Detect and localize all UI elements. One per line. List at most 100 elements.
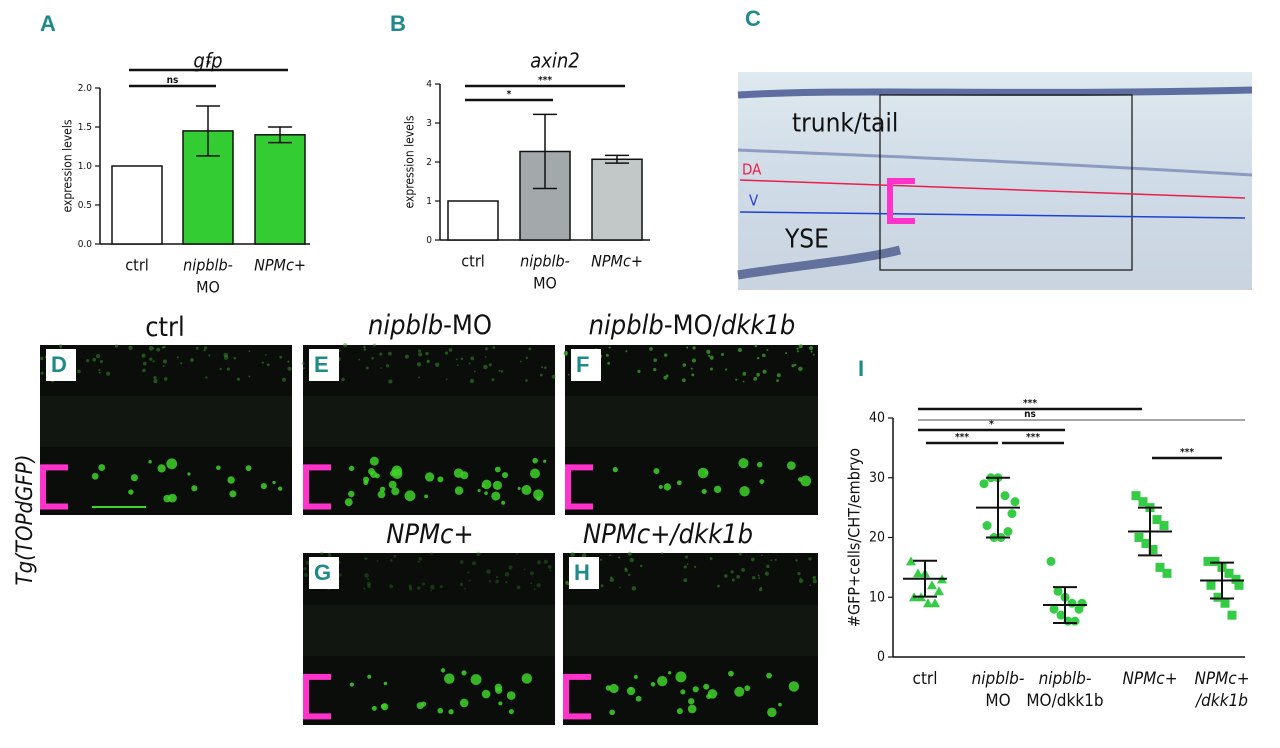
gfp-cell bbox=[667, 671, 672, 675]
point bbox=[1003, 527, 1013, 537]
gfp-cell bbox=[349, 682, 354, 687]
signal bbox=[142, 361, 147, 366]
x-tick-label: nipblb- bbox=[972, 669, 1025, 689]
signal bbox=[489, 579, 492, 583]
signal bbox=[525, 356, 529, 360]
signal bbox=[808, 557, 812, 561]
panel-title: nipblb-MO/dkk1b bbox=[589, 310, 796, 341]
point bbox=[1148, 544, 1158, 554]
error-bar bbox=[196, 105, 220, 157]
panel-title: NPMc+/dkk1b bbox=[583, 519, 753, 550]
signal bbox=[327, 553, 332, 558]
gfp-cell bbox=[701, 488, 707, 495]
signal bbox=[418, 352, 423, 357]
bar bbox=[254, 134, 306, 245]
panel-letter: I bbox=[858, 356, 864, 381]
signal bbox=[328, 552, 331, 555]
signal bbox=[691, 358, 696, 363]
gfp-cell bbox=[767, 707, 777, 718]
gfp-cell bbox=[391, 468, 403, 480]
signal bbox=[486, 569, 491, 574]
point bbox=[1053, 586, 1063, 596]
point bbox=[1007, 509, 1017, 519]
signal bbox=[766, 349, 769, 351]
signal bbox=[685, 555, 689, 559]
signal bbox=[735, 378, 738, 381]
gfp-cell bbox=[734, 686, 745, 697]
signal bbox=[495, 579, 499, 584]
text-part: nipblb bbox=[589, 310, 664, 341]
signal bbox=[809, 584, 812, 587]
signal bbox=[798, 344, 803, 349]
significance-label: * bbox=[989, 419, 994, 430]
point bbox=[1046, 556, 1056, 566]
bar bbox=[591, 158, 643, 241]
signal bbox=[208, 354, 211, 357]
signal bbox=[408, 587, 413, 591]
gfp-cell bbox=[759, 479, 765, 485]
x-tick-label: MO bbox=[196, 278, 220, 297]
point bbox=[1152, 515, 1162, 525]
tissue bbox=[737, 245, 902, 280]
x-tick-label: ctrl bbox=[913, 669, 938, 689]
signal bbox=[190, 358, 194, 362]
signal bbox=[762, 353, 766, 358]
signal bbox=[681, 378, 686, 383]
signal bbox=[797, 571, 801, 576]
y-tick-label: 10 bbox=[869, 589, 885, 605]
letter-box bbox=[309, 557, 339, 589]
signal bbox=[686, 346, 689, 349]
gfp-cell bbox=[157, 464, 166, 473]
gfp-cell bbox=[521, 484, 532, 495]
panel-letter: F bbox=[576, 352, 589, 377]
gfp-cell bbox=[461, 670, 467, 676]
signal bbox=[385, 364, 390, 368]
gfp-cell bbox=[437, 707, 444, 714]
signal bbox=[203, 348, 206, 352]
y-tick-label: 2.0 bbox=[78, 83, 93, 94]
signal bbox=[464, 587, 467, 590]
sd-bar bbox=[913, 559, 937, 598]
signal bbox=[320, 551, 324, 555]
gfp-cell bbox=[494, 466, 501, 473]
signal bbox=[544, 366, 547, 370]
signal bbox=[176, 356, 179, 359]
signal bbox=[516, 553, 518, 556]
y-tick-label: 4 bbox=[426, 79, 432, 90]
gfp-cell bbox=[166, 458, 178, 470]
signal bbox=[341, 377, 345, 382]
point bbox=[1220, 598, 1230, 608]
signal bbox=[742, 380, 745, 383]
y-tick-label: 0.0 bbox=[78, 239, 93, 250]
panel-title: NPMc+ bbox=[386, 519, 474, 550]
signal bbox=[98, 371, 101, 374]
signal bbox=[380, 367, 382, 369]
signal bbox=[706, 349, 711, 354]
gfp-cell bbox=[128, 489, 134, 495]
y-tick-label: 1.5 bbox=[78, 122, 92, 133]
cht-bracket bbox=[303, 673, 331, 720]
signal bbox=[776, 373, 781, 378]
signal bbox=[367, 584, 372, 589]
signal bbox=[625, 350, 628, 353]
panel-letter: G bbox=[314, 560, 331, 585]
gfp-cell bbox=[404, 490, 416, 502]
signal bbox=[364, 573, 369, 578]
gfp-cell bbox=[707, 689, 718, 699]
signal bbox=[226, 367, 230, 371]
signal bbox=[343, 343, 348, 348]
tissue-band bbox=[565, 396, 818, 447]
signal bbox=[721, 353, 724, 356]
gfp-cell bbox=[501, 472, 509, 479]
signal bbox=[756, 356, 760, 360]
signal bbox=[761, 554, 763, 557]
signal bbox=[439, 585, 443, 589]
signal bbox=[785, 352, 788, 355]
signal bbox=[59, 344, 63, 348]
signal bbox=[205, 376, 208, 379]
signal bbox=[363, 587, 366, 590]
signal bbox=[791, 364, 795, 368]
signal bbox=[358, 358, 361, 361]
point bbox=[979, 479, 989, 489]
signal bbox=[776, 379, 780, 383]
